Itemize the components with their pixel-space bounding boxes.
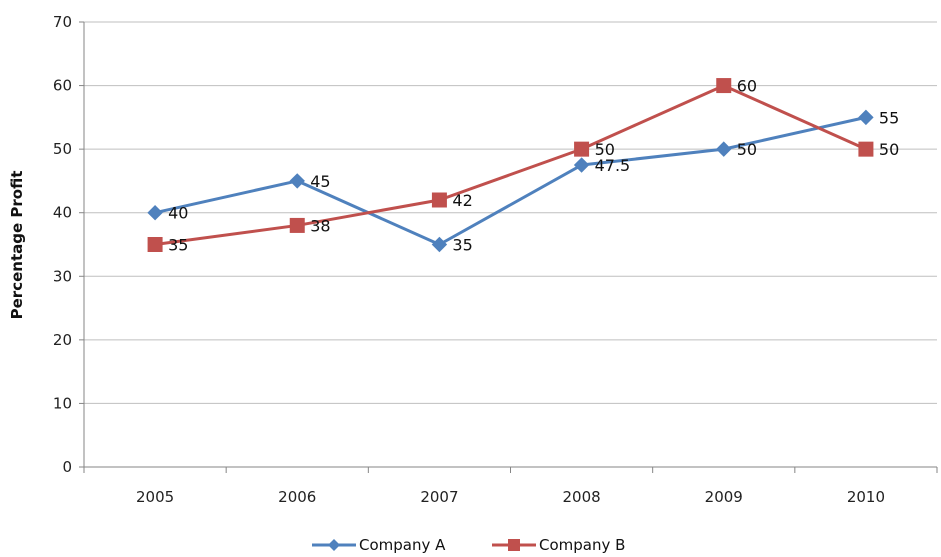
- legend-marker: [328, 539, 340, 551]
- data-point: [431, 192, 447, 208]
- data-point: [147, 237, 163, 252]
- x-tick-label: 2010: [847, 488, 885, 506]
- y-tick-label: 70: [53, 13, 72, 31]
- legend: Company A Company B: [312, 536, 625, 554]
- data-point: [716, 78, 732, 94]
- axes: [79, 21, 938, 473]
- y-tick-label: 20: [53, 331, 72, 349]
- y-tick-label: 50: [53, 140, 72, 158]
- x-tick-label: 2008: [562, 488, 600, 506]
- x-tick-label: 2009: [705, 488, 743, 506]
- data-label: 35: [452, 236, 472, 255]
- data-label: 55: [879, 108, 899, 127]
- y-tick-label: 0: [62, 458, 72, 476]
- data-label: 50: [879, 140, 899, 159]
- legend-item: Company A: [312, 536, 446, 554]
- data-point: [289, 217, 305, 233]
- x-tick-label: 2007: [420, 488, 458, 506]
- data-label: 60: [737, 77, 757, 96]
- x-tick-label: 2005: [136, 488, 174, 506]
- data-point: [716, 141, 732, 157]
- legend-label: Company A: [359, 536, 446, 554]
- x-tick-labels: 2005 2006 2007 2008 2009 2010: [136, 488, 885, 506]
- data-point: [289, 173, 305, 189]
- data-label: 50: [595, 140, 615, 159]
- series-line: [154, 84, 867, 246]
- y-tick-label: 10: [53, 394, 72, 412]
- data-point: [858, 141, 874, 157]
- data-label: 42: [452, 191, 472, 210]
- data-point: [858, 109, 874, 126]
- data-label: 47.5: [595, 156, 631, 175]
- series-company-b: 35 38 42 50 60 50: [147, 77, 899, 255]
- series-line: [154, 115, 867, 246]
- y-tick-label: 40: [53, 204, 72, 222]
- legend-marker: [508, 539, 520, 551]
- y-axis-label: Percentage Profit: [8, 171, 26, 320]
- data-label: 45: [310, 172, 330, 191]
- data-point: [431, 236, 448, 253]
- x-tick-label: 2006: [278, 488, 316, 506]
- data-label: 38: [310, 216, 330, 235]
- legend-label: Company B: [539, 536, 625, 554]
- data-label: 40: [168, 204, 188, 223]
- y-tick-label: 60: [53, 77, 72, 95]
- data-point: [574, 141, 590, 157]
- y-tick-label: 30: [53, 267, 72, 285]
- y-tick-labels: 0 10 20 30 40 50 60 70: [53, 13, 72, 476]
- data-point: [573, 157, 590, 173]
- data-label: 35: [168, 236, 188, 255]
- data-label: 50: [737, 140, 757, 159]
- grid-lines: [84, 21, 937, 404]
- legend-item: Company B: [492, 536, 625, 554]
- data-point: [147, 205, 163, 221]
